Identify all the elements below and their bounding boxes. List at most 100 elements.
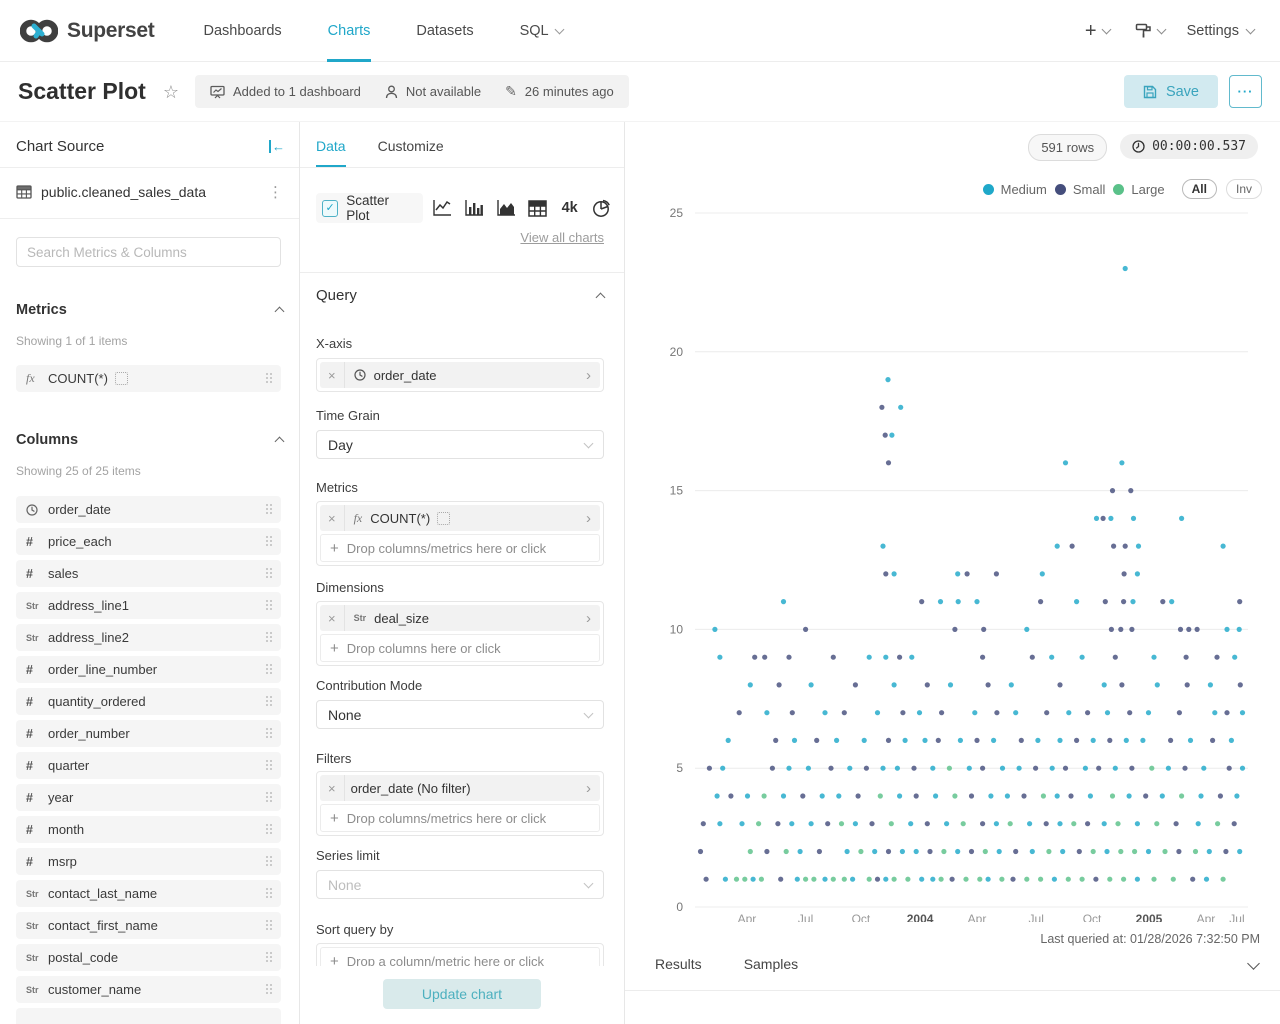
column-item-postal_code[interactable]: Str postal_code	[16, 944, 281, 971]
column-item-label: order_date	[48, 502, 111, 517]
column-item-msrp[interactable]: # msrp	[16, 848, 281, 875]
viz-big-number-icon[interactable]: 4k	[561, 200, 578, 216]
column-item-label: postal_code	[48, 950, 119, 965]
tab-samples[interactable]: Samples	[743, 956, 799, 972]
function-icon: fx	[353, 510, 363, 525]
column-item-year[interactable]: # year	[16, 784, 281, 811]
viz-line-chart-icon[interactable]	[430, 196, 455, 220]
chevron-down-icon	[1156, 24, 1167, 34]
remove-icon[interactable]: ×	[320, 505, 345, 531]
metrics-section-header[interactable]: Metrics	[16, 302, 285, 318]
drag-handle[interactable]	[266, 920, 273, 931]
drag-handle[interactable]	[266, 984, 273, 995]
remove-icon[interactable]: ×	[320, 605, 345, 631]
remove-icon[interactable]: ×	[320, 775, 345, 801]
drag-handle[interactable]	[266, 664, 273, 675]
svg-text:2004: 2004	[907, 912, 934, 922]
drag-handle[interactable]	[266, 824, 273, 835]
dimensions-drop-zone[interactable]: + Drop columns here or click	[320, 634, 600, 662]
metrics-option[interactable]: × fx COUNT(*) ›	[320, 505, 600, 531]
viz-table-icon[interactable]	[525, 196, 550, 220]
series-limit-select[interactable]: None	[316, 870, 604, 899]
collapse-panel-icon[interactable]: ←	[269, 139, 285, 153]
metrics-drop-zone[interactable]: + Drop columns/metrics here or click	[320, 534, 600, 562]
dimensions-option[interactable]: × Str deal_size ›	[320, 605, 600, 631]
search-input[interactable]	[16, 237, 281, 267]
expand-caret-icon[interactable]: ›	[586, 509, 591, 527]
column-item-quarter[interactable]: # quarter	[16, 752, 281, 779]
drag-handle[interactable]	[266, 792, 273, 803]
column-item-quantity_ordered[interactable]: # quantity_ordered	[16, 688, 281, 715]
column-item-address_line1[interactable]: Str address_line1	[16, 592, 281, 619]
filters-drop-zone[interactable]: + Drop columns/metrics here or click	[320, 804, 600, 832]
viz-area-chart-icon[interactable]	[493, 196, 518, 220]
column-item-contact_last_name[interactable]: Str contact_last_name	[16, 880, 281, 907]
column-item-price_each[interactable]: # price_each	[16, 528, 281, 555]
contribution-mode-select[interactable]: None	[316, 700, 604, 729]
column-item-sales[interactable]: # sales	[16, 560, 281, 587]
viz-pie-chart-icon[interactable]	[589, 196, 614, 220]
drag-handle[interactable]	[266, 504, 273, 515]
announcements-menu[interactable]	[1126, 22, 1174, 39]
columns-section-header[interactable]: Columns	[16, 432, 285, 448]
drag-handle[interactable]	[266, 952, 273, 963]
expand-caret-icon[interactable]: ›	[586, 366, 591, 384]
superset-logo[interactable]: Superset	[20, 18, 155, 44]
legend-item-large[interactable]: Large	[1113, 182, 1165, 197]
time-grain-select[interactable]: Day	[316, 430, 604, 459]
modified-badge[interactable]: ✎ 26 minutes ago	[505, 83, 614, 100]
nav-item-sql[interactable]: SQL	[497, 0, 586, 62]
column-item-contact_first_name[interactable]: Str contact_first_name	[16, 912, 281, 939]
owner-badge[interactable]: Not available	[385, 84, 481, 99]
results-tabs: Results Samples	[655, 956, 1260, 972]
update-chart-button[interactable]: Update chart	[383, 979, 541, 1009]
column-item-order_line_number[interactable]: # order_line_number	[16, 656, 281, 683]
nav-item-dashboards[interactable]: Dashboards	[180, 0, 304, 62]
view-all-charts-link[interactable]: View all charts	[520, 230, 604, 245]
legend-invert-button[interactable]: Inv	[1225, 179, 1262, 199]
row-count-badge[interactable]: 591 rows	[1028, 134, 1108, 161]
viz-selected-scatter[interactable]: ✓ Scatter Plot	[316, 193, 423, 223]
drag-handle[interactable]	[266, 600, 273, 611]
expand-caret-icon[interactable]: ›	[586, 609, 591, 627]
drag-handle[interactable]	[266, 888, 273, 899]
column-item-address_line2[interactable]: Str address_line2	[16, 624, 281, 651]
column-item-order_number[interactable]: # order_number	[16, 720, 281, 747]
drag-handle[interactable]	[266, 632, 273, 643]
tab-results[interactable]: Results	[655, 956, 702, 972]
remove-icon[interactable]: ×	[320, 362, 345, 388]
svg-text:2005: 2005	[1136, 912, 1163, 922]
dataset-options-icon[interactable]: ⋮	[268, 184, 283, 201]
column-item-order_date[interactable]: order_date	[16, 496, 281, 523]
dashboards-badge[interactable]: Added to 1 dashboard	[210, 84, 361, 99]
expand-caret-icon[interactable]: ›	[586, 779, 591, 797]
dataset-row[interactable]: public.cleaned_sales_data ⋮	[16, 174, 287, 210]
drag-handle[interactable]	[266, 760, 273, 771]
nav-item-datasets[interactable]: Datasets	[393, 0, 496, 62]
column-item-month[interactable]: # month	[16, 816, 281, 843]
new-menu[interactable]: +	[1076, 21, 1119, 41]
drag-handle[interactable]	[266, 568, 273, 579]
settings-menu[interactable]: Settings	[1181, 23, 1260, 39]
column-item-customer_name[interactable]: Str customer_name	[16, 976, 281, 1003]
tab-customize[interactable]: Customize	[377, 138, 444, 154]
drag-handle[interactable]	[266, 856, 273, 867]
more-options-button[interactable]: ···	[1229, 75, 1262, 108]
viz-bar-chart-icon[interactable]	[462, 196, 487, 220]
filters-option[interactable]: × order_date (No filter) ›	[320, 775, 600, 801]
nav-item-charts[interactable]: Charts	[305, 0, 394, 62]
save-button[interactable]: Save	[1123, 75, 1218, 108]
column-item-partial[interactable]	[16, 1008, 281, 1024]
drag-handle[interactable]	[266, 728, 273, 739]
xaxis-option[interactable]: × order_date ›	[320, 362, 600, 388]
metric-item[interactable]: fx COUNT(*)	[16, 365, 281, 392]
drag-handle[interactable]	[266, 373, 273, 384]
drag-handle[interactable]	[266, 536, 273, 547]
drag-handle[interactable]	[266, 696, 273, 707]
legend-item-medium[interactable]: Medium	[982, 182, 1047, 197]
legend-all-button[interactable]: All	[1181, 179, 1217, 199]
query-section-header[interactable]: Query	[316, 287, 606, 304]
tab-data[interactable]: Data	[316, 138, 346, 167]
favorite-star-icon[interactable]: ☆	[162, 82, 179, 102]
legend-item-small[interactable]: Small	[1054, 182, 1105, 197]
